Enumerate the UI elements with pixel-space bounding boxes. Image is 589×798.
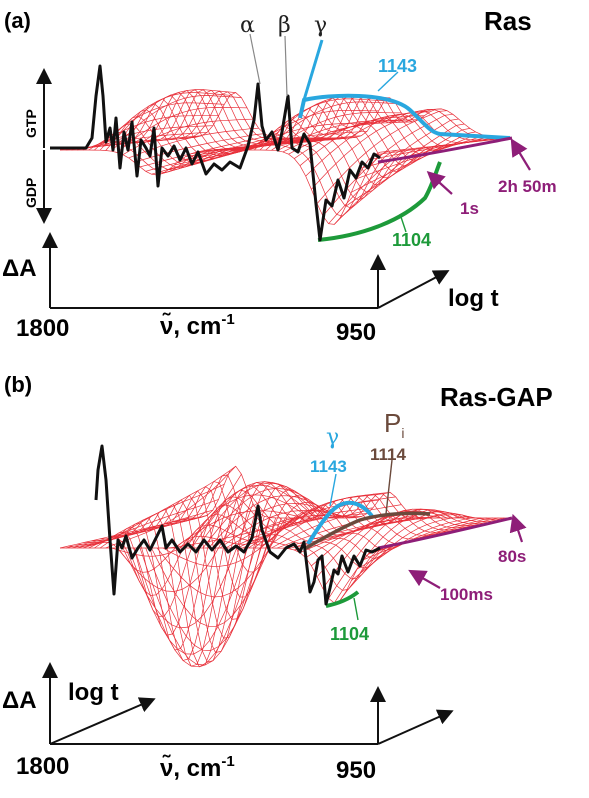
purple-timeline-a [377,136,513,164]
mesh-line [339,514,471,601]
mesh-surface-b [59,465,511,668]
pi-label-main: P [384,408,401,438]
time-early-label-b: 100ms [440,585,493,604]
mesh-line [133,516,265,668]
mesh-line [276,119,408,152]
mesh-line [65,517,196,549]
band-1143-curve-b [306,500,374,546]
mesh-line [77,131,208,151]
peak-gamma-label-b: γ [326,425,339,450]
peak-beta-label: β [278,13,291,38]
mesh-line [351,517,482,581]
mesh-line [259,491,391,549]
pi-label: Pi [384,408,404,441]
mesh-line [356,517,488,570]
panel-label-a: (a) [4,8,31,33]
axis-t-label-a: log t [448,285,499,312]
x-unit-exp-a: -1 [221,311,234,328]
time-late-label-a: 2h 50m [498,177,557,196]
panel-label-b: (b) [4,372,32,397]
mesh-line [379,137,511,153]
axis-y-label-b: ΔA [2,687,37,714]
axis-y-label-a: ΔA [2,255,37,282]
panel-b: (b) Ras-GAP γ 1143 1114 Pi 1104 80s 100m… [2,372,553,784]
mesh-line [174,137,305,166]
gtp-label: GTP [23,109,39,138]
mesh-line [185,484,316,549]
mesh-line [116,489,248,592]
mesh-line [151,517,282,627]
mesh-line [271,504,402,549]
mesh-line [368,137,499,161]
mesh-line [368,517,499,555]
pi-label-sub: i [401,425,404,441]
x-unit-text-a: ν̃, cm [160,312,221,340]
mesh-line [208,495,339,549]
mesh-line [254,98,385,151]
panel-a: (a) Ras α β γ 1143 1104 2h 50m 1s GTP GD… [2,6,557,346]
mesh-line [311,108,442,190]
mesh-line [156,517,288,598]
mesh-line [128,512,259,655]
peak-gamma-label: γ [314,13,327,38]
gdp-label: GDP [23,178,39,208]
mesh-line [196,482,328,549]
axis-t-label-b: log t [68,679,119,706]
band-1143-label-a: 1143 [378,56,417,76]
mesh-line [339,128,471,219]
mesh-line [139,517,271,666]
mesh-line [105,89,236,151]
peak-alpha-label: α [240,13,255,38]
x-right-label-a: 950 [336,319,376,346]
mesh-line [374,137,505,156]
mesh-line [282,121,413,153]
mesh-line [149,485,470,639]
mesh-line [334,511,465,604]
mesh-line [351,134,482,193]
mesh-line [265,101,396,151]
mesh-line [145,137,276,172]
mesh-line [362,517,493,561]
mesh-line [116,107,248,153]
band-1143-label-b: 1143 [310,457,347,476]
mesh-line [225,515,356,549]
x-unit-label-a: ν̃, cm-1 [160,311,235,340]
x-unit-exp-b: -1 [221,753,234,770]
x-left-label-a: 1800 [16,315,69,342]
band-1104-label-a: 1104 [392,230,431,250]
band-1143-curve-a [298,93,511,140]
panel-title-b: Ras-GAP [440,382,553,412]
mesh-surface-a [59,89,511,225]
band-1104-label-b: 1104 [330,624,369,644]
purple-timeline-b [377,516,513,550]
mesh-line [179,494,311,549]
axes-a [42,232,450,309]
mesh-line [271,112,402,151]
band-1114-curve-b [305,511,431,550]
x-right-label-b: 950 [336,757,376,784]
mesh-line [294,115,425,159]
mesh-line [99,470,231,549]
mesh-line [345,516,476,593]
axes-b [42,662,454,745]
x-left-label-b: 1800 [16,753,69,780]
time-early-label-a: 1s [460,199,479,218]
mesh-line [254,493,385,549]
mesh-line [202,488,334,549]
x-unit-label-b: ν̃, cm-1 [160,753,235,782]
mesh-line [345,131,476,207]
mesh-line [151,137,282,175]
band-1104-curve-b [325,590,360,608]
x-unit-text-b: ν̃, cm [160,754,221,782]
spectrum-a [50,64,381,242]
spectrum-b [94,444,381,606]
mesh-line [60,149,381,225]
time-late-label-b: 80s [498,547,526,566]
gamma-line-a [302,39,324,101]
band-1114-label-b: 1114 [370,445,406,464]
mesh-line [214,503,345,549]
panel-title-a: Ras [484,6,532,36]
